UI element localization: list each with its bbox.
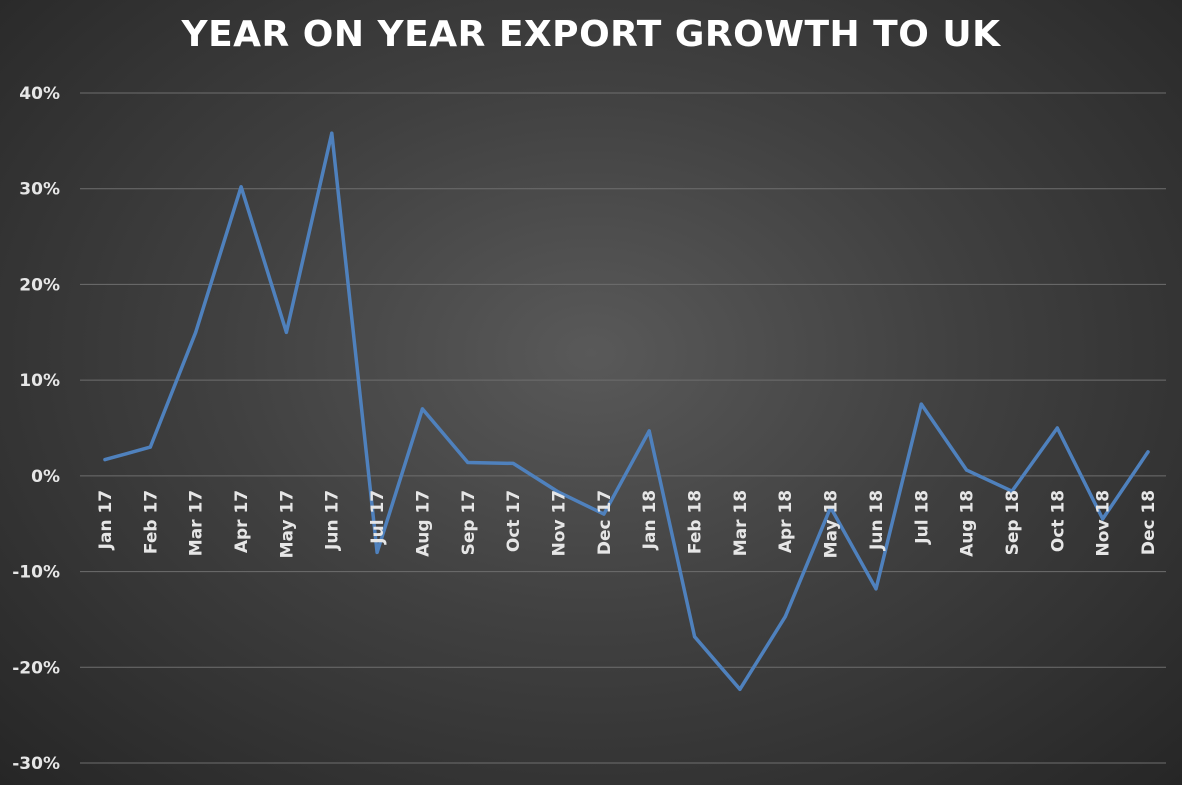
y-tick-label: 30% (19, 180, 60, 200)
x-tick-label: Feb 17 (141, 490, 161, 554)
x-tick-label: Nov 17 (550, 490, 570, 557)
x-tick-label: May 17 (277, 490, 297, 559)
data-point (511, 461, 515, 466)
y-tick-label: 0% (31, 467, 60, 487)
x-tick-label: Apr 18 (776, 490, 796, 553)
gridlines (80, 92, 1166, 764)
x-tick-label: Jul 17 (368, 490, 388, 545)
data-point (919, 402, 923, 406)
data-point (1010, 489, 1014, 493)
x-tick-label: Nov 18 (1094, 490, 1114, 557)
x-tick-label: May 18 (822, 490, 842, 559)
y-tick-label: -10% (12, 563, 60, 583)
x-tick-label: Aug 18 (958, 490, 978, 557)
series-line (103, 131, 1150, 692)
x-tick-label: Mar 17 (187, 490, 207, 556)
series-layer (103, 131, 1150, 692)
y-tick-label: 10% (19, 371, 60, 391)
x-tick-label: Dec 17 (595, 490, 615, 555)
data-point (692, 635, 697, 639)
x-tick-label: Mar 18 (731, 490, 751, 556)
data-point (602, 512, 606, 516)
data-point (466, 460, 470, 465)
x-tick-label: Dec 18 (1139, 490, 1159, 555)
x-tick-label: Jun 17 (323, 490, 343, 551)
data-point (239, 185, 243, 189)
x-tick-label: Jan 17 (96, 490, 116, 550)
data-point (1055, 426, 1059, 430)
x-tick-label: Aug 17 (413, 490, 433, 557)
x-tick-label: Oct 18 (1048, 490, 1068, 552)
x-axis-tick-labels: Jan 17 Feb 17 Mar 17 Apr 17 May 17 Jun 17 Jul … (96, 490, 1159, 559)
data-point (556, 490, 561, 494)
chart-title: YEAR ON YEAR EXPORT GROWTH TO UK (181, 14, 1001, 55)
x-tick-label: Apr 17 (232, 490, 252, 553)
data-point (1146, 450, 1150, 454)
y-tick-label: 20% (19, 275, 60, 295)
y-axis-tick-labels: 40% 30% 20% 10% 0% -10% -20% -30% (12, 84, 60, 774)
y-tick-label: -20% (12, 658, 60, 678)
data-point (738, 687, 742, 691)
data-point (965, 468, 969, 472)
x-tick-label: Jan 18 (640, 490, 660, 550)
data-point (284, 330, 288, 334)
data-point (829, 505, 833, 510)
data-point (148, 445, 152, 449)
data-point (330, 131, 334, 135)
x-tick-label: Sep 18 (1003, 490, 1023, 556)
data-point (420, 407, 425, 411)
data-point (375, 550, 379, 555)
y-tick-label: -30% (12, 754, 60, 774)
y-tick-label: 40% (19, 84, 60, 104)
data-point (1101, 517, 1105, 521)
x-tick-label: Oct 17 (504, 490, 524, 552)
x-tick-label: Sep 17 (459, 490, 479, 556)
x-tick-label: Feb 18 (686, 490, 706, 554)
data-point (647, 429, 651, 433)
data-point (103, 457, 107, 462)
x-tick-label: Jul 18 (912, 490, 932, 545)
data-point (783, 614, 787, 619)
x-tick-label: Jun 18 (867, 490, 887, 551)
data-point (874, 587, 878, 591)
data-point (194, 330, 198, 334)
